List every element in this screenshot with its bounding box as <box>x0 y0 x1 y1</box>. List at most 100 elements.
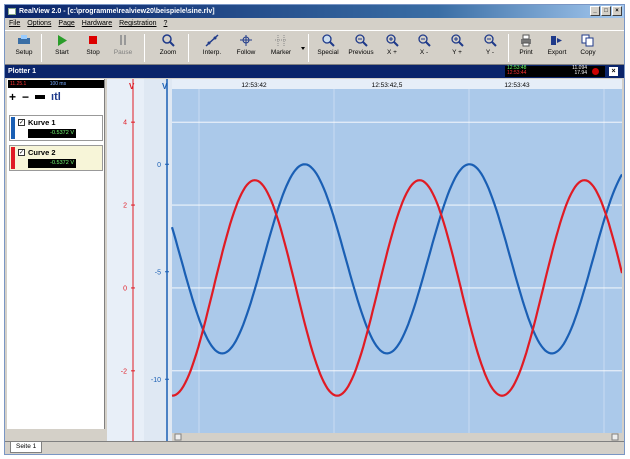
readout-green: 12:53:48 <box>507 65 527 71</box>
red-axis-unit: V <box>129 82 135 91</box>
readout-red: 12:53:44 <box>507 70 527 76</box>
axis-ticks: 12:53:42 12:53:42,5 12:53:43 4 2 0 -2 0 -5 -10 <box>121 82 530 384</box>
copy-icon <box>581 34 594 47</box>
panel-status: 11.25.1 100 ms <box>8 80 104 88</box>
add-curve-button[interactable]: + <box>9 90 17 104</box>
stop-icon <box>89 36 97 44</box>
blue-tick-label: -5 <box>155 269 161 276</box>
y-minus-button[interactable]: Y - <box>479 33 501 63</box>
interp-button[interactable]: Interp. <box>198 33 226 63</box>
red-tick-label: 0 <box>123 285 127 292</box>
export-icon <box>551 36 562 45</box>
status-bar: Seite 1 <box>5 441 624 454</box>
previous-zoom-icon <box>355 34 368 47</box>
start-button[interactable]: Start <box>49 33 75 63</box>
setup-button[interactable]: Setup <box>11 33 37 63</box>
title-bar: RealView 2.0 - [c:\programme\realview20\… <box>5 5 624 18</box>
time-readout: 12:53:48 12:53:44 11.094 17.94 <box>505 66 605 77</box>
curve-checkbox[interactable]: ✓ <box>18 149 25 156</box>
curve-color-strip <box>11 147 15 169</box>
y-plus-button[interactable]: Y + <box>446 33 468 63</box>
plotter-close-button[interactable]: × <box>609 67 618 76</box>
curve-name: Curve 2 <box>28 148 56 157</box>
print-button[interactable]: Print <box>513 33 539 63</box>
window-controls: _ □ × <box>590 6 622 16</box>
record-indicator-icon <box>592 68 599 75</box>
menu-help[interactable]: ? <box>163 20 168 27</box>
series-line-curve-2 <box>171 179 622 397</box>
copy-button[interactable]: Copy <box>575 33 601 63</box>
time-axis-strip <box>172 79 622 89</box>
pause-button[interactable]: Pause <box>110 33 136 63</box>
menu-page[interactable]: Page <box>58 20 75 27</box>
zoom-icon <box>162 34 175 47</box>
scroll-right-button[interactable] <box>611 433 619 441</box>
curve-panel: 11.25.1 100 ms + − ıtl ✓ Kurve 1 -0.5372… <box>7 79 105 429</box>
scroll-left-button[interactable] <box>174 433 182 441</box>
curve-value: -0.5372 V <box>28 129 76 138</box>
export-button[interactable]: Export <box>544 33 570 63</box>
menu-hardware[interactable]: Hardware <box>81 20 113 27</box>
marker-button[interactable]: Marker <box>266 33 296 63</box>
interpolate-icon <box>205 34 219 47</box>
special-zoom-icon <box>322 34 335 47</box>
menu-bar: File Options Page Hardware Registration … <box>5 18 624 30</box>
blue-axis-unit: V <box>162 82 168 91</box>
tab-seite-1[interactable]: Seite 1 <box>10 442 43 453</box>
menu-options[interactable]: Options <box>27 20 52 27</box>
close-button[interactable]: × <box>612 6 622 16</box>
stop-button[interactable]: Stop <box>80 33 106 63</box>
follow-icon <box>240 35 252 46</box>
zoom-in-y-icon <box>451 34 464 47</box>
blue-axis-column <box>144 79 172 441</box>
blue-tick-label: -10 <box>151 377 161 384</box>
time-tick-label: 12:53:43 <box>504 82 530 89</box>
printer-icon <box>521 34 531 47</box>
sine-plot[interactable]: V V 12:53:42 12:53:42,5 12:53:43 4 2 0 -2 0 -5 -1… <box>107 79 622 441</box>
plot-grid <box>172 89 622 433</box>
red-tick-label: 2 <box>123 203 127 210</box>
play-icon <box>58 35 67 46</box>
horizontal-scrollbar[interactable] <box>172 433 622 441</box>
plot-area[interactable]: V V 12:53:42 12:53:42,5 12:53:43 4 2 0 -2 0 -5 -1… <box>107 79 622 441</box>
curve-value: -0.5372 V <box>28 159 76 168</box>
follow-button[interactable]: Follow <box>231 33 261 63</box>
zoom-in-x-icon <box>386 34 399 47</box>
curve-item-2[interactable]: ✓ Curve 2 -0.5372 V <box>9 145 103 171</box>
zoom-out-x-icon <box>418 34 431 47</box>
minimize-button[interactable]: _ <box>590 6 600 16</box>
x-minus-button[interactable]: X - <box>413 33 435 63</box>
red-axis-column <box>107 79 144 441</box>
red-tick-label: 4 <box>123 120 127 127</box>
plotter-header: Plotter 1 12:53:48 12:53:44 11.094 17.94… <box>5 65 624 78</box>
readout-value-2: 17.94 <box>574 70 587 76</box>
pause-icon <box>120 35 126 45</box>
menu-registration[interactable]: Registration <box>119 20 157 27</box>
remove-curve-button[interactable]: − <box>22 90 30 104</box>
curve-checkbox[interactable]: ✓ <box>18 119 25 126</box>
plot-canvas[interactable] <box>172 89 622 433</box>
series-line-kurve-1 <box>170 163 622 355</box>
panel-tools: + − ıtl <box>9 90 61 104</box>
readout-value-1: 11.094 <box>572 65 587 71</box>
marker-dropdown-icon[interactable] <box>301 47 305 50</box>
marker-icon <box>275 35 287 46</box>
special-button[interactable]: Special <box>313 33 343 63</box>
bars-chart-button[interactable]: ıtl <box>51 91 61 103</box>
setup-icon <box>18 35 30 44</box>
zoom-out-y-icon <box>484 34 497 47</box>
red-tick-label: -2 <box>121 368 127 375</box>
toolbar: Setup Start Stop Pause Zoom Interp. Foll… <box>5 30 624 65</box>
curve-item-1[interactable]: ✓ Kurve 1 -0.5372 V <box>9 115 103 141</box>
zoom-button[interactable]: Zoom <box>155 33 181 63</box>
panel-status-interval: 100 ms <box>49 81 67 87</box>
app-window: RealView 2.0 - [c:\programme\realview20\… <box>4 4 625 455</box>
time-tick-label: 12:53:42 <box>241 82 267 89</box>
bar-tool-icon[interactable] <box>35 95 46 99</box>
menu-file[interactable]: File <box>9 20 21 27</box>
curve-color-strip <box>11 117 15 139</box>
maximize-button[interactable]: □ <box>601 6 611 16</box>
previous-button[interactable]: Previous <box>344 33 378 63</box>
time-tick-label: 12:53:42,5 <box>372 82 403 89</box>
x-plus-button[interactable]: X + <box>381 33 403 63</box>
